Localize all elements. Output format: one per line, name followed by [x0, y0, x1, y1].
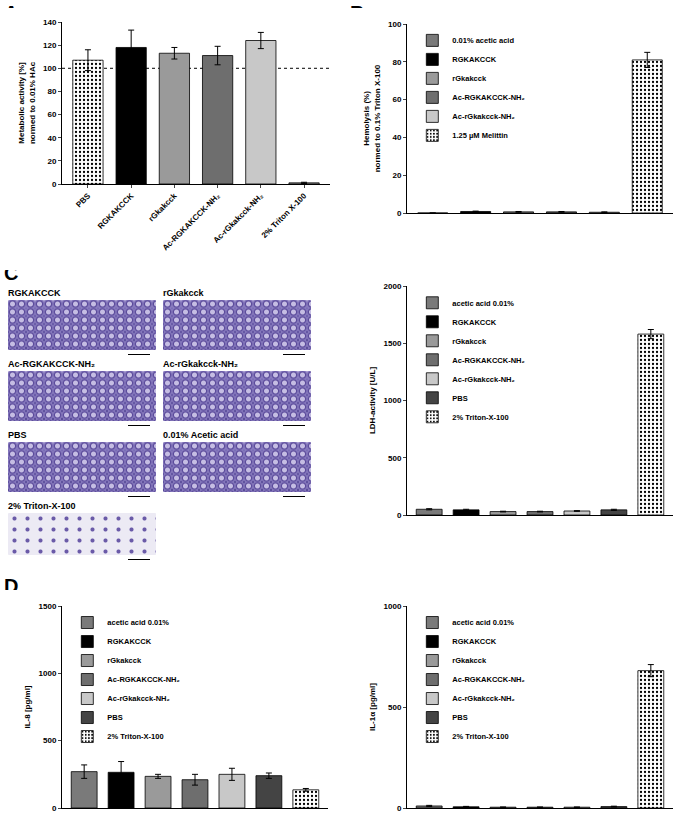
- svg-text:500: 500: [388, 454, 402, 463]
- svg-text:2% Triton X-100: 2% Triton X-100: [260, 191, 309, 240]
- svg-text:0: 0: [397, 209, 402, 218]
- svg-text:20: 20: [392, 171, 401, 180]
- svg-text:Ac-RGKAKCCK-NH₂: Ac-RGKAKCCK-NH₂: [161, 191, 222, 252]
- svg-text:1.25 µM Melittin: 1.25 µM Melittin: [452, 131, 508, 140]
- svg-text:0: 0: [397, 804, 402, 813]
- svg-text:PBS: PBS: [107, 713, 122, 722]
- svg-text:0: 0: [397, 511, 402, 520]
- svg-text:Ac-rGkakcck-NH₂: Ac-rGkakcck-NH₂: [452, 112, 515, 121]
- svg-text:Ac-rGkakcck-NH₂: Ac-rGkakcck-NH₂: [212, 191, 266, 245]
- svg-text:100: 100: [43, 64, 57, 73]
- html-text:B: B: [350, 2, 365, 24]
- svg-text:LDH-activity [U/L]: LDH-activity [U/L]: [368, 367, 377, 434]
- svg-text:0: 0: [52, 180, 57, 189]
- html-text:Ac-RGKAKCCK-NH₂: Ac-RGKAKCCK-NH₂: [8, 359, 95, 369]
- svg-text:2% Triton-X-100: 2% Triton-X-100: [107, 732, 163, 741]
- svg-text:rGkakcck: rGkakcck: [147, 191, 179, 223]
- svg-text:rGkakcck: rGkakcck: [452, 656, 487, 665]
- svg-text:60: 60: [47, 110, 56, 119]
- svg-text:1000: 1000: [39, 669, 57, 678]
- svg-text:1000: 1000: [384, 602, 402, 611]
- svg-text:500: 500: [43, 736, 57, 745]
- svg-text:Ac-RGKAKCCK-NH₂: Ac-RGKAKCCK-NH₂: [107, 675, 180, 684]
- html-text:rGkakcck: rGkakcck: [163, 288, 204, 298]
- html-text:2% Triton-X-100: 2% Triton-X-100: [8, 501, 76, 511]
- svg-text:1000: 1000: [384, 396, 402, 405]
- svg-text:Ac-rGkakcck-NH₂: Ac-rGkakcck-NH₂: [452, 375, 515, 384]
- svg-text:0: 0: [52, 804, 57, 813]
- svg-text:rGkakcck: rGkakcck: [452, 74, 487, 83]
- svg-text:40: 40: [392, 133, 401, 142]
- svg-text:acetic acid 0.01%: acetic acid 0.01%: [452, 299, 514, 308]
- svg-text:PBS: PBS: [452, 394, 467, 403]
- svg-text:RGKAKCCK: RGKAKCCK: [96, 191, 136, 231]
- svg-text:Ac-RGKAKCCK-NH₂: Ac-RGKAKCCK-NH₂: [452, 675, 525, 684]
- svg-text:acetic acid 0.01%: acetic acid 0.01%: [107, 618, 169, 627]
- svg-text:2% Triton-X-100: 2% Triton-X-100: [452, 732, 508, 741]
- svg-text:Ac-rGkakcck-NH₂: Ac-rGkakcck-NH₂: [107, 694, 170, 703]
- svg-text:Hemolysis (%)normed to 0.1% Tr: Hemolysis (%)normed to 0.1% Triton X-100: [362, 64, 381, 172]
- html-text:Ac-rGkakcck-NH₂: Ac-rGkakcck-NH₂: [163, 359, 238, 369]
- svg-text:Ac-RGKAKCCK-NH₂: Ac-RGKAKCCK-NH₂: [452, 356, 525, 365]
- html-text:PBS: PBS: [8, 430, 27, 440]
- svg-text:80: 80: [392, 58, 401, 67]
- svg-text:RGKAKCCK: RGKAKCCK: [452, 637, 496, 646]
- html-text:0.01% Acetic acid: 0.01% Acetic acid: [163, 430, 239, 440]
- svg-text:140: 140: [43, 18, 57, 27]
- svg-text:1500: 1500: [39, 602, 57, 611]
- svg-text:0.01% acetic acid: 0.01% acetic acid: [452, 36, 514, 45]
- html-text:C: C: [4, 262, 19, 284]
- svg-text:acetic acid 0.01%: acetic acid 0.01%: [452, 618, 514, 627]
- svg-text:2% Triton-X-100: 2% Triton-X-100: [452, 413, 508, 422]
- svg-text:Ac-rGkakcck-NH₂: Ac-rGkakcck-NH₂: [452, 694, 515, 703]
- svg-text:RGKAKCCK: RGKAKCCK: [452, 318, 496, 327]
- svg-text:rGkakcck: rGkakcck: [107, 656, 142, 665]
- html-text:D: D: [4, 575, 19, 597]
- svg-text:20: 20: [47, 157, 56, 166]
- svg-text:Ac-RGKAKCCK-NH₂: Ac-RGKAKCCK-NH₂: [452, 93, 525, 102]
- svg-text:IL-1α [pg/ml]: IL-1α [pg/ml]: [368, 683, 377, 731]
- svg-text:500: 500: [388, 703, 402, 712]
- svg-text:40: 40: [47, 134, 56, 143]
- svg-text:80: 80: [47, 87, 56, 96]
- svg-text:60: 60: [392, 95, 401, 104]
- svg-text:120: 120: [43, 41, 57, 50]
- svg-text:RGKAKCCK: RGKAKCCK: [107, 637, 151, 646]
- svg-text:PBS: PBS: [452, 713, 467, 722]
- html-text:A: A: [4, 2, 19, 24]
- svg-text:100: 100: [388, 20, 402, 29]
- svg-text:2000: 2000: [384, 282, 402, 291]
- html-text:RGKAKCCK: RGKAKCCK: [8, 288, 61, 298]
- svg-text:RGKAKCCK: RGKAKCCK: [452, 55, 496, 64]
- svg-text:IL-8 [pg/ml]: IL-8 [pg/ml]: [23, 685, 32, 728]
- svg-text:rGkakcck: rGkakcck: [452, 337, 487, 346]
- svg-text:PBS: PBS: [74, 191, 92, 209]
- svg-text:1500: 1500: [384, 339, 402, 348]
- svg-text:Metabolic activity [%]normed t: Metabolic activity [%]normed to 0.01% HA…: [17, 61, 36, 144]
